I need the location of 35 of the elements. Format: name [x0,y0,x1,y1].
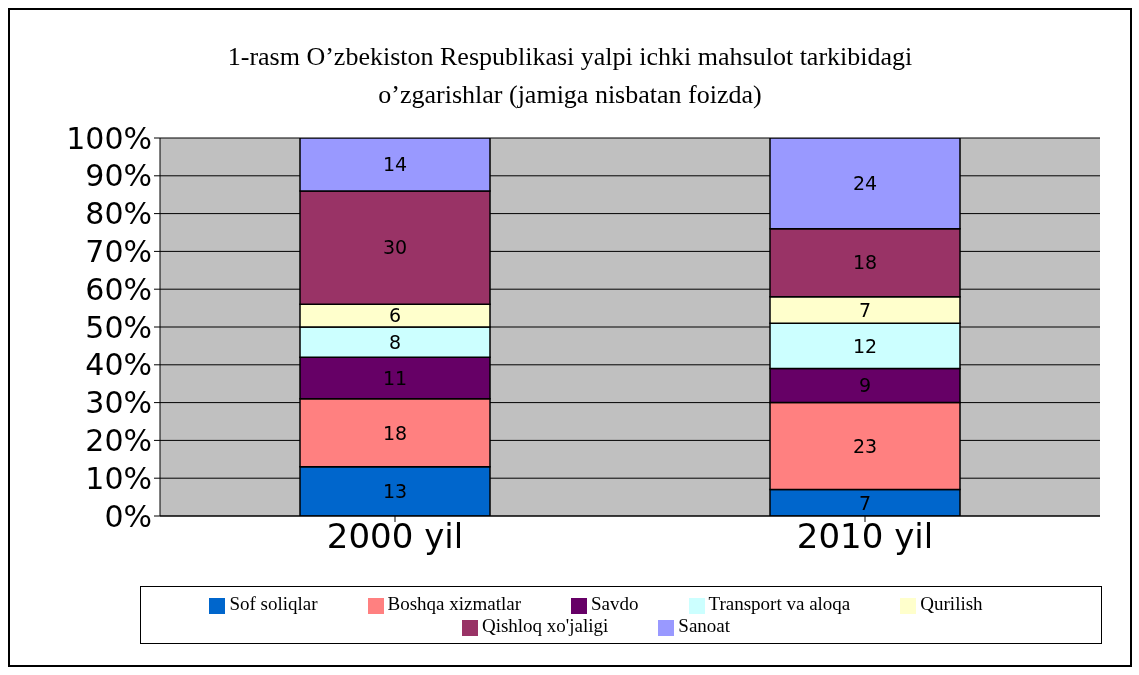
data-label: 18 [852,251,878,274]
data-label: 9 [858,374,872,397]
data-label: 24 [852,172,878,195]
legend-label: Sanoat [678,615,731,636]
data-label: 30 [382,236,408,259]
data-label: 6 [388,304,402,327]
x-tick-label: 2010 yil [796,516,934,557]
data-label: 23 [852,434,878,457]
data-label: 7 [858,491,872,514]
y-tick-label: 30% [85,385,152,421]
legend-label: Savdo [591,593,639,614]
y-tick-label: 70% [85,234,152,270]
y-tick-label: 100% [66,120,152,156]
data-label: 11 [382,366,408,389]
y-tick-label: 50% [85,309,152,345]
data-label: 13 [382,480,408,503]
y-tick-label: 90% [85,158,152,194]
y-tick-label: 80% [85,196,152,232]
y-tick-label: 20% [85,423,152,459]
data-label: 8 [388,330,402,353]
y-tick-label: 60% [85,271,152,307]
chart-title: 1-rasm O’zbekiston Respublikasi yalpi ichki mahsulot tarkibidagi o’zgarishlar (jamiga nisbatan foizda) [226,41,914,111]
legend-label: Transport va aloqa [708,593,851,614]
legend-label: Boshqa xizmatlar [387,593,522,614]
data-label: 12 [852,334,878,357]
x-tick-label: 2000 yil [326,516,464,557]
data-label: 18 [382,421,408,444]
y-tick-label: 40% [85,347,152,383]
y-tick-label: 10% [85,460,152,496]
legend-label: Qishloq xo'jaligi [481,615,609,636]
legend-label: Sof soliqlar [229,593,318,614]
data-label: 7 [858,298,872,321]
y-tick-label: 0% [104,498,152,534]
data-label: 14 [382,153,408,176]
legend-label: Qurilish [920,593,983,614]
